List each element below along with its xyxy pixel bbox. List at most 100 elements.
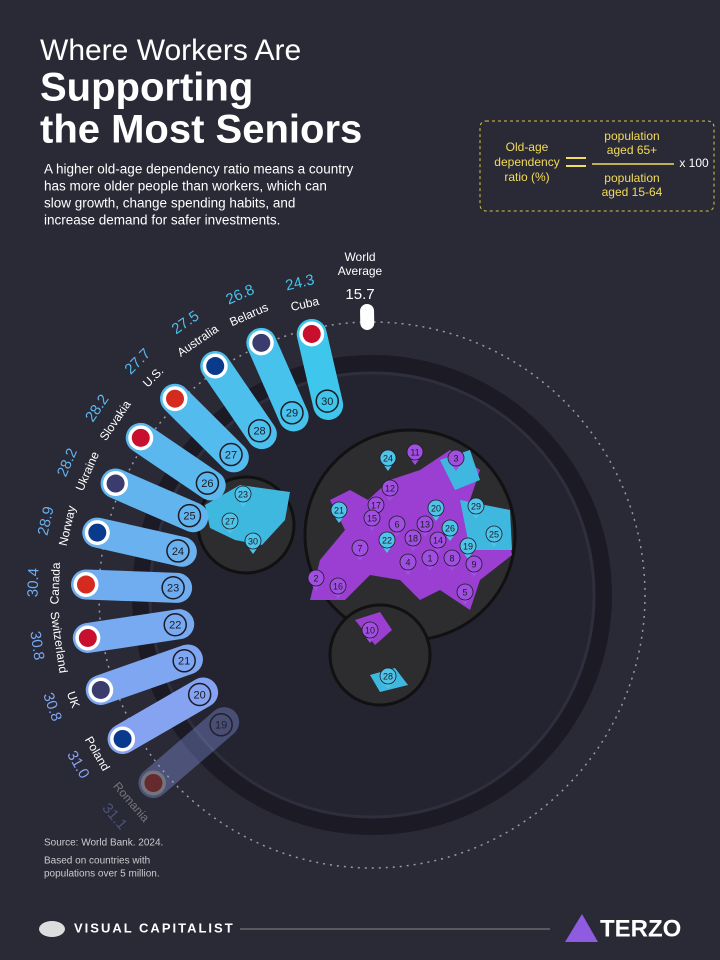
map-pin bbox=[244, 532, 262, 550]
map-pin bbox=[330, 501, 348, 519]
title: Where Workers Are bbox=[40, 34, 301, 67]
map-pin bbox=[447, 449, 465, 467]
partner-logo bbox=[565, 914, 598, 942]
map-marker-label: 26 bbox=[445, 523, 455, 533]
rank-badge bbox=[166, 539, 190, 563]
map-marker-label: 9 bbox=[471, 559, 476, 569]
map-pin bbox=[416, 515, 434, 533]
value-label: 24.3 bbox=[284, 271, 316, 294]
map-pin bbox=[467, 497, 485, 515]
map-marker-label: 2 bbox=[313, 573, 318, 583]
flag-color bbox=[76, 575, 95, 594]
map-pin bbox=[234, 485, 252, 503]
rank-badge bbox=[209, 713, 233, 737]
value-label: 28.9 bbox=[35, 505, 58, 537]
map-marker-label: 16 bbox=[333, 581, 343, 591]
map-marker-label: 8 bbox=[449, 553, 454, 563]
formula-text: x 100 bbox=[679, 156, 709, 170]
map-marker-label: 15 bbox=[367, 513, 377, 523]
rank-badge bbox=[219, 442, 243, 467]
map-pin bbox=[443, 549, 461, 567]
map-pin bbox=[406, 443, 424, 461]
map-pin bbox=[429, 531, 447, 549]
map-pin bbox=[381, 479, 399, 497]
map-marker-label: 4 bbox=[405, 557, 410, 567]
title: Supporting bbox=[40, 66, 253, 110]
rank-badge bbox=[177, 503, 202, 528]
map-marker-label: 20 bbox=[431, 503, 441, 513]
map-marker-label: 13 bbox=[420, 519, 430, 529]
rank-badge bbox=[247, 419, 272, 443]
map-marker-label: 10 bbox=[365, 625, 375, 635]
map-pin bbox=[399, 553, 417, 571]
bar-group: 23 Canada 30.4 bbox=[24, 562, 193, 605]
country-label: Canada bbox=[47, 562, 63, 605]
reference-label: World bbox=[344, 250, 375, 264]
rank-badge bbox=[315, 389, 339, 413]
map-pin bbox=[404, 529, 422, 547]
map-marker-label: 21 bbox=[334, 505, 344, 515]
map-marker-label: 18 bbox=[408, 533, 418, 543]
reference-value: 15.7 bbox=[345, 286, 374, 303]
brand-logo bbox=[39, 921, 65, 937]
map-marker-label: 24 bbox=[383, 453, 393, 463]
rank: 30 bbox=[321, 396, 333, 408]
country-label: UK bbox=[64, 689, 83, 709]
rank: 28 bbox=[253, 426, 265, 438]
bar bbox=[82, 517, 197, 567]
dotted-ring bbox=[98, 321, 646, 869]
land bbox=[440, 450, 512, 550]
rank-badge bbox=[161, 575, 185, 600]
map-pin bbox=[388, 515, 406, 533]
rank: 19 bbox=[215, 720, 227, 732]
map-pin bbox=[485, 525, 503, 543]
globe-asia bbox=[328, 603, 432, 707]
rank-badge bbox=[280, 401, 304, 425]
map-marker-label: 7 bbox=[357, 543, 362, 553]
formula-text: Old-age bbox=[506, 140, 549, 154]
value-label: 30.8 bbox=[26, 630, 47, 661]
map-marker-label: 5 bbox=[462, 587, 467, 597]
flag-color bbox=[206, 357, 225, 376]
reference-label: Average bbox=[338, 264, 383, 278]
rank-badge bbox=[187, 682, 212, 707]
map-pin bbox=[221, 512, 239, 530]
map-pin bbox=[363, 509, 381, 527]
rank: 22 bbox=[169, 620, 181, 632]
rank: 24 bbox=[172, 546, 184, 558]
formula-text: ratio (%) bbox=[504, 170, 549, 184]
subtitle: slow growth, change spending habits, and bbox=[44, 196, 295, 211]
partner: TERZO bbox=[600, 915, 681, 942]
land bbox=[205, 485, 290, 545]
subtitle: A higher old-age dependency ratio means … bbox=[44, 162, 353, 177]
source: Source: World Bank. 2024. bbox=[44, 838, 163, 849]
map-marker-label: 19 bbox=[463, 541, 473, 551]
map-marker-label: 30 bbox=[248, 536, 258, 546]
map-marker-label: 6 bbox=[394, 519, 399, 529]
map-marker-label: 23 bbox=[238, 489, 248, 499]
formula-text: aged 15-64 bbox=[602, 185, 663, 199]
map-pin bbox=[465, 555, 483, 573]
country-label: Cuba bbox=[289, 294, 320, 314]
rank: 25 bbox=[183, 511, 195, 523]
formula-text: dependency bbox=[494, 155, 559, 169]
map-marker-label: 14 bbox=[433, 535, 443, 545]
flag-color bbox=[302, 324, 321, 343]
bar bbox=[70, 569, 193, 603]
subtitle: has more older people than workers, whic… bbox=[44, 179, 327, 194]
formula-text: population bbox=[604, 171, 659, 185]
flag-color bbox=[88, 523, 107, 542]
map-marker-label: 3 bbox=[453, 453, 458, 463]
flag bbox=[140, 770, 166, 796]
bar bbox=[138, 707, 240, 798]
map-pin bbox=[378, 531, 396, 549]
map-marker-label: 12 bbox=[385, 483, 395, 493]
value-label: 30.4 bbox=[24, 568, 42, 598]
formula-box bbox=[479, 120, 715, 212]
map-pin bbox=[421, 549, 439, 567]
bar bbox=[200, 351, 277, 450]
